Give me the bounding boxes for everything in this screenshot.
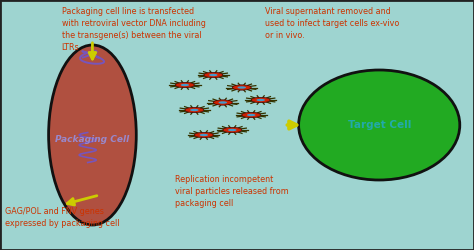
Text: Replication incompetent
viral particles released from
packaging cell: Replication incompetent viral particles … — [175, 175, 289, 208]
Text: Packaging Cell: Packaging Cell — [55, 136, 129, 144]
Ellipse shape — [223, 127, 242, 133]
Ellipse shape — [190, 109, 199, 111]
Ellipse shape — [204, 72, 223, 78]
Ellipse shape — [175, 82, 194, 88]
Text: Target Cell: Target Cell — [347, 120, 411, 130]
Ellipse shape — [200, 134, 208, 136]
Ellipse shape — [251, 97, 270, 103]
Ellipse shape — [237, 86, 246, 89]
Ellipse shape — [247, 114, 255, 116]
Ellipse shape — [194, 132, 213, 138]
Ellipse shape — [49, 45, 137, 225]
Ellipse shape — [209, 74, 218, 76]
Ellipse shape — [213, 100, 232, 105]
Ellipse shape — [181, 84, 189, 86]
Ellipse shape — [242, 112, 261, 118]
Ellipse shape — [219, 101, 227, 104]
Text: GAG/POL and FNV genes
expressed by packaging cell: GAG/POL and FNV genes expressed by packa… — [5, 208, 119, 228]
Ellipse shape — [228, 129, 237, 131]
Text: Packaging cell line is transfected
with retroviral vector DNA including
the tran: Packaging cell line is transfected with … — [62, 8, 206, 52]
Ellipse shape — [185, 107, 204, 113]
Text: Viral supernatant removed and
used to infect target cells ex-vivo
or in vivo.: Viral supernatant removed and used to in… — [265, 8, 400, 40]
Ellipse shape — [232, 85, 251, 90]
Ellipse shape — [256, 99, 265, 101]
Ellipse shape — [299, 70, 460, 180]
